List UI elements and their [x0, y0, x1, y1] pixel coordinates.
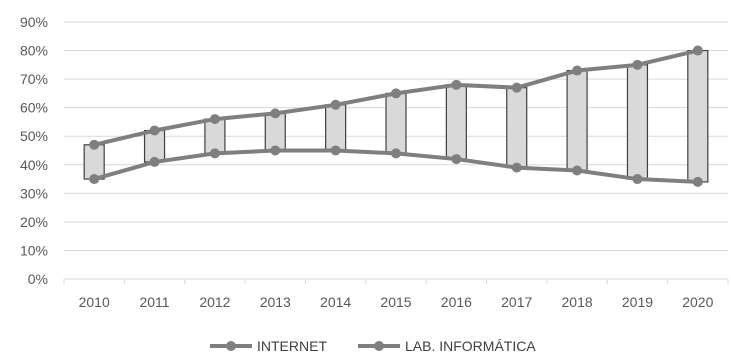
- data-point-1-2013: [270, 145, 281, 156]
- y-tick-label: 80%: [20, 43, 48, 59]
- data-point-0-2011: [149, 125, 160, 136]
- data-point-1-2018: [572, 165, 583, 176]
- x-tick-label: 2011: [139, 294, 169, 310]
- y-tick-label: 50%: [20, 128, 48, 144]
- high-low-bar-2020: [687, 49, 709, 183]
- x-tick-label: 2017: [501, 294, 532, 310]
- y-tick-label: 90%: [20, 14, 48, 30]
- y-tick-label: 40%: [20, 157, 48, 173]
- high-low-bar-2013: [264, 112, 286, 152]
- data-point-0-2014: [330, 99, 341, 110]
- data-point-0-2018: [572, 65, 583, 76]
- x-tick-label: 2012: [199, 294, 230, 310]
- data-point-0-2020: [692, 45, 703, 56]
- high-low-bar-2012: [204, 118, 226, 154]
- data-point-0-2013: [270, 108, 281, 119]
- high-low-bars: [83, 49, 709, 183]
- x-tick-label: 2020: [682, 294, 713, 310]
- x-tick-label: 2015: [380, 294, 411, 310]
- legend-swatch-marker: [374, 341, 384, 351]
- data-point-0-2016: [451, 79, 462, 90]
- legend-label: LAB. INFORMÁTICA: [405, 338, 536, 354]
- x-tick-label: 2010: [79, 294, 110, 310]
- high-low-bar-2017: [506, 87, 528, 169]
- data-point-1-2017: [511, 162, 522, 173]
- data-point-1-2011: [149, 156, 160, 167]
- high-low-bar-2019: [626, 64, 649, 180]
- data-point-0-2017: [511, 82, 522, 93]
- data-point-1-2019: [632, 174, 643, 185]
- high-low-bar-2018: [566, 69, 588, 172]
- data-point-1-2014: [330, 145, 341, 156]
- legend-swatch-marker: [226, 341, 236, 351]
- high-low-bar-2016: [445, 84, 467, 160]
- y-tick-label: 60%: [20, 100, 48, 116]
- data-point-0-2019: [632, 59, 643, 70]
- y-tick-label: 30%: [20, 185, 48, 201]
- data-point-1-2020: [692, 176, 703, 187]
- high-low-bar-2010: [83, 144, 105, 180]
- x-tick-label: 2014: [320, 294, 351, 310]
- x-tick-label: 2019: [622, 294, 653, 310]
- legend: INTERNET LAB. INFORMÁTICA: [210, 338, 536, 354]
- y-tick-label: 20%: [20, 214, 48, 230]
- y-tick-label: 10%: [20, 242, 48, 258]
- x-tick-label: 2018: [562, 294, 593, 310]
- x-tick-label: 2016: [441, 294, 472, 310]
- data-point-0-2010: [89, 139, 100, 150]
- high-low-bar-2014: [325, 104, 347, 152]
- y-axis-ticks: 0% 10% 20% 30% 40% 50% 60% 70% 80% 90%: [20, 14, 48, 287]
- legend-label: INTERNET: [257, 338, 327, 354]
- data-point-0-2012: [209, 114, 220, 125]
- data-point-1-2015: [391, 148, 401, 159]
- series-lines: [89, 45, 703, 187]
- data-point-1-2012: [209, 148, 220, 159]
- high-low-bar-2015: [385, 92, 407, 154]
- y-tick-label: 0%: [28, 271, 48, 287]
- x-axis-ticks: 2010 2011 2012 2013 2014 2015 2016 2017 2018 2019…: [63, 279, 729, 310]
- x-tick-label: 2013: [260, 294, 291, 310]
- y-tick-label: 70%: [20, 71, 48, 87]
- data-point-1-2010: [89, 174, 100, 185]
- data-point-1-2016: [451, 154, 462, 165]
- data-point-0-2015: [391, 88, 401, 99]
